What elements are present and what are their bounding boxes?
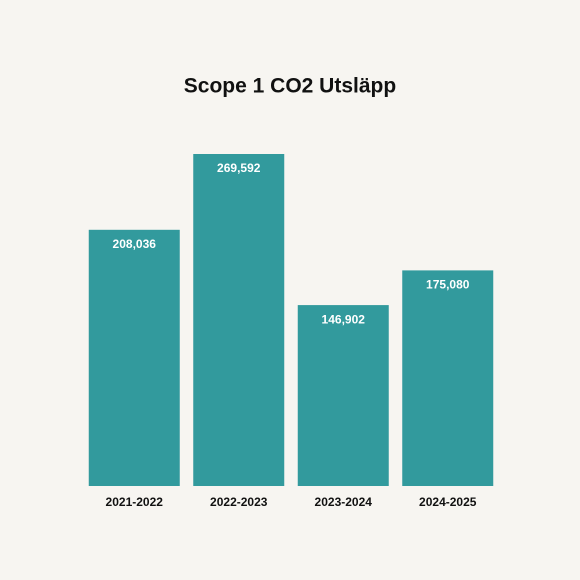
- x-tick-label: 2023-2024: [315, 495, 373, 509]
- value-label: 269,592: [217, 161, 261, 175]
- x-tick-label: 2021-2022: [106, 495, 164, 509]
- bar: [297, 305, 389, 486]
- chart-title: Scope 1 CO2 Utsläpp: [184, 75, 396, 98]
- value-label: 146,902: [322, 312, 366, 326]
- bar: [402, 270, 494, 486]
- x-tick-label: 2024-2025: [419, 495, 477, 509]
- bar: [193, 154, 285, 486]
- value-label: 175,080: [426, 278, 470, 292]
- value-label: 208,036: [113, 237, 157, 251]
- bar: [88, 229, 180, 486]
- x-tick-label: 2022-2023: [210, 495, 268, 509]
